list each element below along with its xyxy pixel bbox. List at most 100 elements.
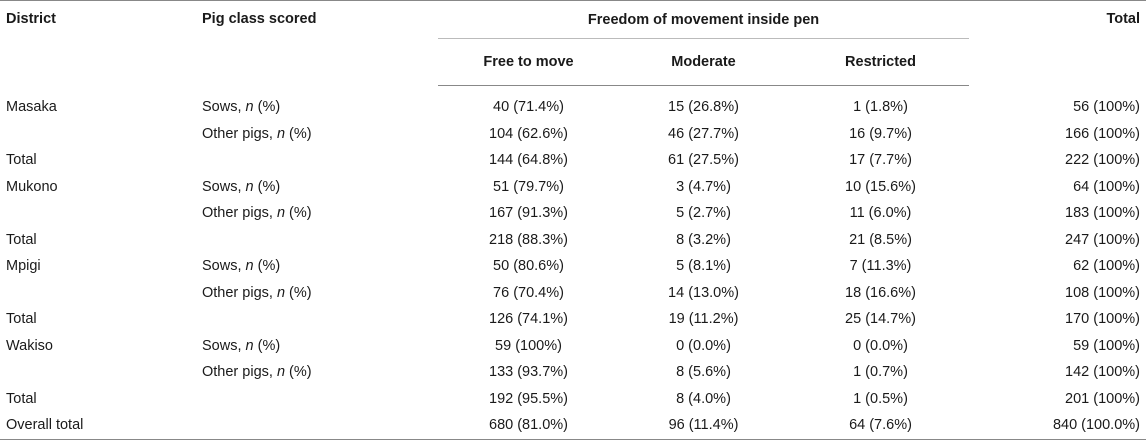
cell-moderate: 0 (0.0%)	[676, 337, 731, 354]
header-total: Total	[1106, 11, 1140, 27]
table-row: Total 192 (95.5%) 8 (4.0%) 1 (0.5%) 201 (100…	[0, 386, 1146, 413]
cell-restricted: 17 (7.7%)	[849, 152, 912, 169]
pig-class-label: Other pigs,	[202, 125, 277, 142]
pig-class-label: Other pigs,	[202, 364, 277, 381]
cell-district	[0, 200, 202, 227]
cell-restricted: 21 (8.5%)	[849, 231, 912, 248]
pig-class-unit: (%)	[285, 205, 312, 222]
cell-moderate: 5 (8.1%)	[676, 258, 731, 275]
cell-total: 142 (100%)	[1065, 364, 1140, 381]
cell-moderate: 8 (4.0%)	[676, 390, 731, 407]
cell-pig-class	[202, 412, 438, 440]
pig-class-label: Other pigs,	[202, 284, 277, 301]
cell-district: Mpigi	[6, 258, 41, 275]
pig-class-label: Sows,	[202, 258, 246, 275]
pig-class-n: n	[245, 99, 254, 115]
cell-moderate: 46 (27.7%)	[668, 125, 739, 142]
cell-pig-class: Other pigs, n (%)	[202, 200, 438, 227]
table-row: Mpigi Sows, n (%) 50 (80.6%) 5 (8.1%) 7 (11.…	[0, 253, 1146, 280]
table-row: Mukono Sows, n (%) 51 (79.7%) 3 (4.7%) 10 (1…	[0, 174, 1146, 201]
cell-pig-class: Sows, n (%)	[202, 253, 438, 280]
cell-moderate: 14 (13.0%)	[668, 284, 739, 301]
cell-total: 201 (100%)	[1065, 390, 1140, 407]
cell-total: 166 (100%)	[1065, 125, 1140, 142]
header-free-to-move: Free to move	[438, 38, 615, 86]
pig-class-unit: (%)	[253, 99, 281, 115]
cell-moderate: 8 (3.2%)	[676, 231, 731, 248]
cell-restricted: 11 (6.0%)	[849, 205, 912, 222]
pig-class-unit: (%)	[285, 284, 312, 301]
cell-free-to-move: 50 (80.6%)	[493, 258, 564, 275]
table-row: Other pigs, n (%) 104 (62.6%) 46 (27.7%) 16…	[0, 121, 1146, 148]
cell-total: 247 (100%)	[1065, 231, 1140, 248]
cell-total: 64 (100%)	[1073, 178, 1140, 195]
cell-free-to-move: 218 (88.3%)	[489, 231, 568, 248]
cell-restricted: 1 (0.5%)	[853, 390, 908, 407]
pig-class-unit: (%)	[253, 258, 281, 275]
pig-class-unit: (%)	[253, 178, 281, 195]
pig-class-label: Sows,	[202, 337, 246, 354]
table-row: Other pigs, n (%) 167 (91.3%) 5 (2.7%) 11 (…	[0, 200, 1146, 227]
pig-class-label: Other pigs,	[202, 205, 277, 222]
header-pig-class: Pig class scored	[202, 11, 317, 27]
cell-moderate: 8 (5.6%)	[676, 364, 731, 381]
table-row: Total 144 (64.8%) 61 (27.5%) 17 (7.7%) 222 (…	[0, 147, 1146, 174]
pig-class-unit: (%)	[253, 337, 281, 354]
cell-pig-class	[202, 386, 438, 413]
cell-district: Total	[6, 311, 37, 328]
pig-class-n: n	[245, 337, 254, 354]
cell-total: 59 (100%)	[1073, 337, 1140, 354]
pig-class-n: n	[276, 205, 286, 222]
cell-free-to-move: 51 (79.7%)	[493, 178, 564, 195]
cell-restricted: 1 (0.7%)	[853, 364, 908, 381]
pig-class-label: Sows,	[202, 99, 246, 115]
cell-total: 222 (100%)	[1065, 152, 1140, 169]
cell-pig-class	[202, 147, 438, 174]
cell-free-to-move: 167 (91.3%)	[489, 205, 568, 222]
table-row: Total 126 (74.1%) 19 (11.2%) 25 (14.7%) 170 …	[0, 306, 1146, 333]
cell-free-to-move: 76 (70.4%)	[493, 284, 564, 301]
header-restricted: Restricted	[792, 38, 969, 86]
cell-restricted: 0 (0.0%)	[853, 337, 908, 354]
header-row-1: District Pig class scored Freedom of mov…	[0, 0, 1146, 39]
cell-district	[0, 280, 202, 307]
cell-district	[0, 121, 202, 148]
header-freedom-of-movement: Freedom of movement inside pen	[587, 11, 820, 28]
pig-class-n: n	[276, 364, 286, 381]
cell-free-to-move: 192 (95.5%)	[489, 390, 568, 407]
cell-pig-class: Other pigs, n (%)	[202, 280, 438, 307]
cell-restricted: 64 (7.6%)	[792, 412, 969, 440]
cell-free-to-move: 126 (74.1%)	[489, 311, 568, 328]
table-row: Overall total 680 (81.0%) 96 (11.4%) 64 (7.…	[0, 412, 1146, 440]
cell-free-to-move: 59 (100%)	[495, 337, 562, 354]
cell-restricted: 1 (1.8%)	[853, 99, 908, 116]
cell-total: 170 (100%)	[1065, 311, 1140, 328]
header-moderate: Moderate	[615, 38, 792, 86]
table-row: Masaka Sows, n (%) 40 (71.4%) 15 (26.8%) 1 (…	[0, 86, 1146, 121]
cell-district: Wakiso	[6, 337, 53, 354]
cell-moderate: 19 (11.2%)	[668, 311, 739, 328]
pig-class-unit: (%)	[285, 364, 312, 381]
cell-total: 108 (100%)	[1065, 284, 1140, 301]
cell-moderate: 5 (2.7%)	[676, 205, 731, 222]
cell-district: Total	[6, 231, 37, 248]
cell-moderate: 3 (4.7%)	[676, 178, 731, 195]
cell-moderate: 61 (27.5%)	[668, 152, 739, 169]
pig-class-n: n	[276, 125, 286, 142]
cell-district: Masaka	[6, 99, 57, 115]
cell-restricted: 7 (11.3%)	[849, 258, 912, 275]
cell-district: Mukono	[6, 178, 58, 195]
cell-restricted: 16 (9.7%)	[849, 125, 912, 142]
cell-restricted: 25 (14.7%)	[845, 311, 916, 328]
cell-pig-class: Sows, n (%)	[202, 174, 438, 201]
table-row: Other pigs, n (%) 76 (70.4%) 14 (13.0%) 18 …	[0, 280, 1146, 307]
cell-free-to-move: 680 (81.0%)	[438, 412, 615, 440]
cell-pig-class: Other pigs, n (%)	[202, 121, 438, 148]
cell-total: 56 (100%)	[1073, 99, 1140, 115]
pig-class-n: n	[276, 284, 286, 301]
cell-district: Total	[6, 152, 37, 169]
cell-pig-class	[202, 227, 438, 254]
cell-free-to-move: 133 (93.7%)	[489, 364, 568, 381]
cell-district: Overall total	[0, 412, 202, 440]
pig-class-n: n	[245, 258, 254, 275]
